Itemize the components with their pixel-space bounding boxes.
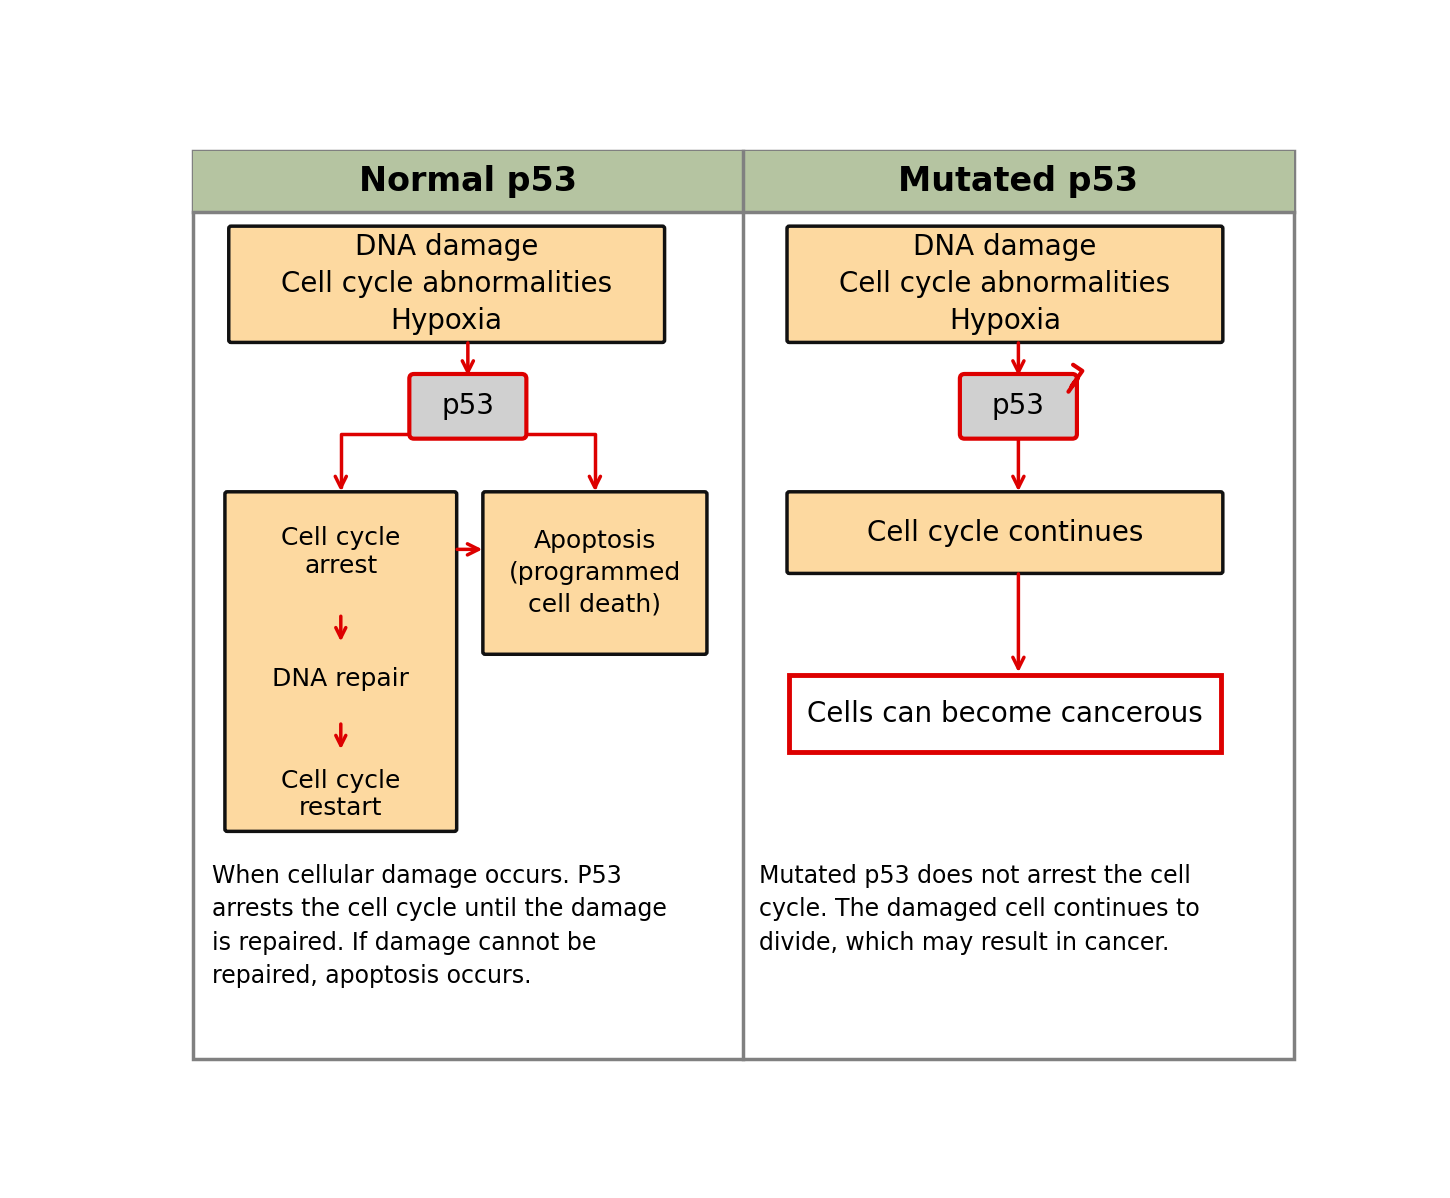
Bar: [193, 151, 742, 212]
Text: DNA damage
Cell cycle abnormalities
Hypoxia: DNA damage Cell cycle abnormalities Hypo…: [840, 234, 1170, 335]
Text: Cells can become cancerous: Cells can become cancerous: [808, 700, 1204, 727]
FancyBboxPatch shape: [409, 374, 526, 438]
Text: p53: p53: [441, 392, 494, 420]
Text: p53: p53: [992, 392, 1045, 420]
Text: Cell cycle
restart: Cell cycle restart: [281, 768, 400, 821]
Text: Mutated p53: Mutated p53: [899, 165, 1138, 198]
Text: Normal p53: Normal p53: [358, 165, 577, 198]
Text: Mutated p53 does not arrest the cell
cycle. The damaged cell continues to
divide: Mutated p53 does not arrest the cell cyc…: [758, 864, 1199, 955]
Bar: [742, 151, 1293, 212]
Bar: [789, 674, 1221, 752]
FancyBboxPatch shape: [229, 226, 664, 343]
Text: DNA repair: DNA repair: [273, 667, 409, 691]
FancyBboxPatch shape: [787, 226, 1222, 343]
Text: Cell cycle continues: Cell cycle continues: [867, 519, 1143, 546]
Text: When cellular damage occurs. P53
arrests the cell cycle until the damage
is repa: When cellular damage occurs. P53 arrests…: [212, 864, 667, 988]
FancyBboxPatch shape: [225, 492, 457, 831]
FancyBboxPatch shape: [483, 492, 708, 654]
FancyBboxPatch shape: [960, 374, 1077, 438]
Text: Apoptosis
(programmed
cell death): Apoptosis (programmed cell death): [509, 530, 682, 617]
Text: Cell cycle
arrest: Cell cycle arrest: [281, 526, 400, 577]
Text: DNA damage
Cell cycle abnormalities
Hypoxia: DNA damage Cell cycle abnormalities Hypo…: [281, 234, 612, 335]
FancyBboxPatch shape: [787, 492, 1222, 574]
